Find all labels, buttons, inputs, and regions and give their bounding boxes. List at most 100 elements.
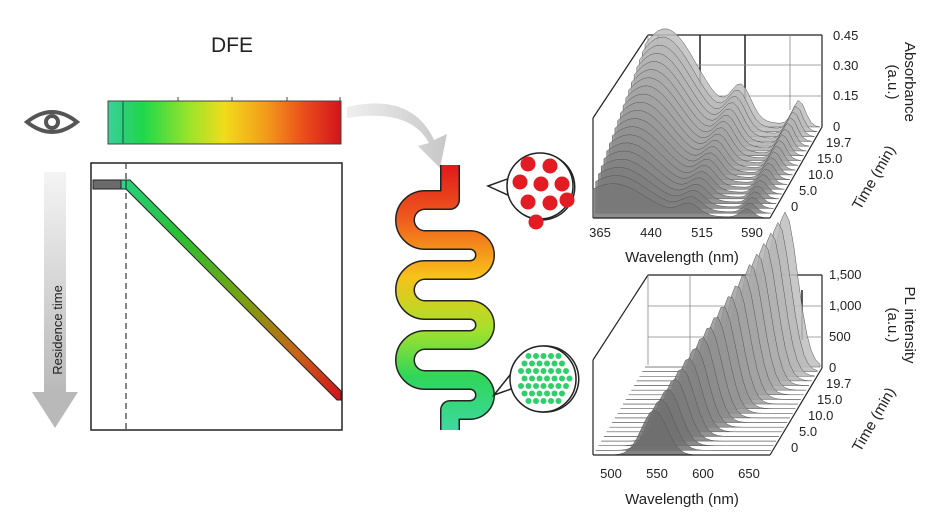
green-particle — [533, 353, 539, 359]
green-particle — [525, 353, 532, 359]
red-particle — [542, 158, 558, 174]
green-particle — [555, 383, 562, 389]
green-particle — [548, 383, 554, 389]
green-particle — [544, 390, 550, 397]
pl-xlabel: Wavelength (nm) — [625, 491, 739, 508]
residence-time-arrow — [32, 172, 78, 428]
green-particle — [525, 383, 532, 389]
green-particle — [555, 353, 562, 359]
abs-ztick: 0 — [833, 119, 840, 134]
pl-trace — [601, 378, 777, 442]
green-particle — [529, 360, 535, 367]
green-particle — [563, 383, 569, 389]
green-particle — [559, 390, 565, 397]
large-particles-bubble — [486, 152, 576, 230]
red-particle — [528, 214, 544, 230]
abs-ztick: 0.45 — [833, 28, 858, 43]
green-particle — [551, 360, 558, 367]
pl-xtick: 550 — [646, 466, 668, 481]
green-particle — [551, 390, 558, 397]
green-particle — [559, 375, 565, 382]
red-particle — [512, 174, 528, 190]
pl-ytick: 15.0 — [817, 392, 842, 407]
abs-xtick: 590 — [741, 225, 763, 240]
abs-ylabel: Time (min) — [849, 143, 899, 213]
green-particle — [559, 360, 565, 367]
green-particle — [521, 375, 528, 382]
green-particle — [555, 398, 562, 404]
red-particle — [533, 176, 549, 192]
green-particle — [529, 375, 535, 382]
absorbance-spectra — [592, 28, 821, 219]
green-particles — [518, 353, 573, 404]
red-particle — [520, 156, 536, 172]
pl-xtick: 650 — [738, 466, 760, 481]
pl-zticks: 1,500 1,000 500 0 — [829, 267, 862, 375]
abs-ytick: 19.7 — [826, 135, 851, 150]
green-particle — [551, 375, 558, 382]
green-particle — [533, 398, 539, 404]
abs-ztick: 0.30 — [833, 58, 858, 73]
green-particle — [563, 368, 569, 374]
green-particle — [544, 375, 550, 382]
pl-ytick: 5.0 — [799, 424, 817, 439]
green-particle — [536, 375, 543, 382]
gradient-ramp — [125, 179, 342, 401]
green-particle — [544, 360, 550, 367]
pl-plot — [592, 211, 823, 456]
green-particle — [525, 368, 532, 374]
abs-ytick: 10.0 — [808, 167, 833, 182]
dfe-label: DFE — [211, 34, 253, 57]
green-particle — [529, 390, 535, 397]
pl-ytick: 19.7 — [826, 376, 851, 391]
green-particle — [548, 398, 554, 404]
abs-zlabel-line1: Absorbance — [901, 42, 918, 122]
abs-ytick: 0 — [791, 199, 798, 214]
green-particle — [540, 383, 547, 389]
abs-ztick: 0.15 — [833, 88, 858, 103]
pl-ylabel: Time (min) — [849, 385, 899, 455]
green-particle — [518, 368, 524, 374]
pl-trace — [603, 368, 780, 437]
green-particle — [536, 390, 543, 397]
pl-ztick: 500 — [829, 329, 851, 344]
dfe-gradient-bar — [107, 97, 342, 145]
eye-icon — [23, 110, 81, 134]
pl-trace — [595, 399, 772, 451]
green-particle — [555, 368, 562, 374]
abs-ytick: 5.0 — [799, 183, 817, 198]
serpentine-reactor — [395, 165, 495, 430]
pl-ztick: 1,500 — [829, 267, 862, 282]
pl-ztick: 0 — [829, 360, 836, 375]
green-particle — [566, 375, 573, 382]
green-particle — [518, 383, 524, 389]
green-particle — [533, 383, 539, 389]
pl-xtick: 600 — [692, 466, 714, 481]
pl-zlabel-line1: PL intensity — [901, 287, 918, 364]
red-particle — [554, 176, 570, 192]
absorbance-trace — [592, 183, 769, 219]
green-particle — [533, 368, 539, 374]
pl-ytick: 0 — [791, 440, 798, 455]
green-particle — [536, 360, 543, 367]
green-particle — [525, 398, 532, 404]
residence-plot — [90, 162, 343, 431]
residence-time-label: Residence time — [50, 285, 65, 375]
red-particle — [542, 195, 558, 211]
small-particles-bubble — [491, 345, 580, 413]
pl-spectra — [593, 211, 821, 456]
abs-xtick: 440 — [640, 225, 662, 240]
red-particle — [559, 192, 575, 208]
pl-xticks: 500 550 600 650 — [600, 466, 760, 481]
abs-xtick: 515 — [691, 225, 713, 240]
pl-yticks: 19.7 15.0 10.0 5.0 0 — [791, 376, 851, 455]
absorbance-xticks: 365 440 515 590 — [589, 225, 763, 240]
green-particle — [521, 390, 528, 397]
abs-zlabel-line2: (a.u.) — [884, 64, 901, 99]
initial-segment — [92, 179, 122, 190]
green-particle — [521, 360, 528, 367]
green-particle — [540, 398, 547, 404]
green-particle — [548, 368, 554, 374]
absorbance-plot — [592, 28, 823, 219]
